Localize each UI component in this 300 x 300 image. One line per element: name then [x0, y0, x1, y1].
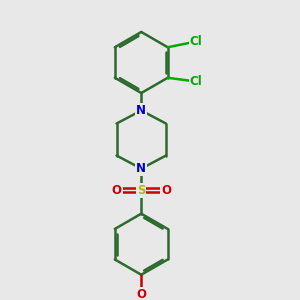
Text: Cl: Cl	[190, 75, 202, 88]
Text: O: O	[161, 184, 171, 197]
Text: N: N	[136, 104, 146, 117]
Text: O: O	[136, 288, 146, 300]
Text: Cl: Cl	[190, 35, 202, 48]
Text: O: O	[112, 184, 122, 197]
Text: S: S	[137, 184, 146, 197]
Text: N: N	[136, 162, 146, 175]
